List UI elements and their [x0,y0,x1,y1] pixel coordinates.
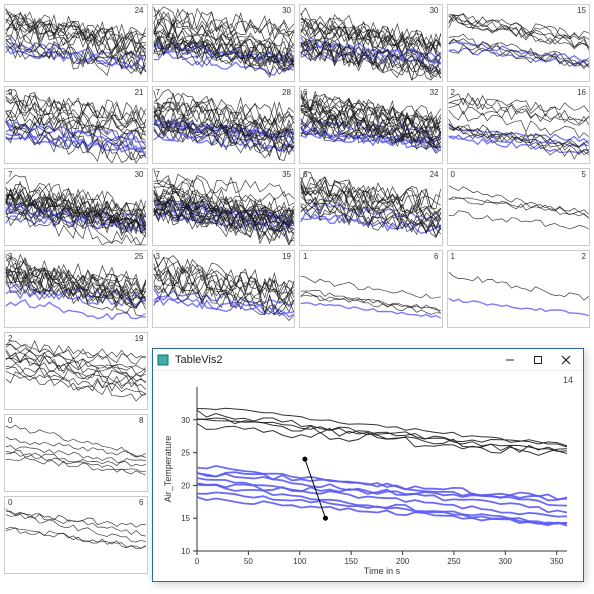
panel-right-label: 30 [430,6,439,15]
panel-right-label: 30 [282,6,291,15]
svg-text:15: 15 [181,514,190,523]
small-panel[interactable]: 12 [447,250,591,328]
panel-left-label: 0 [451,170,455,179]
detail-count-label: 14 [563,375,573,385]
panel-left-label: 6 [303,88,307,97]
panel-left-label: 2 [8,334,12,343]
panel-right-label: 35 [282,170,291,179]
panel-left-label: 7 [156,170,160,179]
svg-text:25: 25 [181,449,190,458]
panel-right-label: 25 [135,252,144,261]
small-panel[interactable]: 7 30 [4,168,148,246]
svg-text:100: 100 [293,557,307,566]
svg-text:30: 30 [181,416,190,425]
panel-left-label: 3 [8,252,12,261]
small-panel[interactable]: 3 19 [152,250,296,328]
svg-text:250: 250 [447,557,461,566]
svg-text:350: 350 [550,557,564,566]
small-panel[interactable]: 24 [4,4,148,82]
svg-text:Time in s: Time in s [364,566,401,576]
small-panel[interactable]: 3 25 [4,250,148,328]
detail-window: TableVis2 14 0 50 100 150 200 250 300 350 10 15 20… [152,348,584,582]
app-icon [157,354,169,366]
panel-right-label: 24 [135,6,144,15]
detail-chart: 14 0 50 100 150 200 250 300 350 10 15 20 25 30 Time i… [153,371,583,583]
small-panel[interactable]: 30 [299,4,443,82]
panel-right-label: 30 [135,170,144,179]
small-panel[interactable]: 06 [4,496,148,574]
svg-text:50: 50 [244,557,253,566]
panel-left-label: 7 [8,170,12,179]
maximize-button[interactable] [529,353,547,367]
small-panel[interactable]: 7 35 [152,168,296,246]
window-titlebar[interactable]: TableVis2 [153,349,583,371]
panel-left-label: 9 [8,88,12,97]
panel-right-label: 8 [139,416,143,425]
close-button[interactable] [557,353,575,367]
svg-text:10: 10 [181,547,190,556]
panel-left-label: 3 [156,252,160,261]
panel-right-label: 19 [135,334,144,343]
svg-text:200: 200 [396,557,410,566]
panel-left-label: 2 [451,88,455,97]
panel-left-label: 0 [8,498,12,507]
panel-right-label: 32 [430,88,439,97]
panel-left-label: 6 [303,170,307,179]
window-title: TableVis2 [175,354,501,366]
panel-left-label: 0 [8,416,12,425]
minimize-button[interactable] [501,353,519,367]
small-panel[interactable]: 08 [4,414,148,492]
small-panel[interactable]: 30 [152,4,296,82]
small-panel[interactable]: 05 [447,168,591,246]
svg-text:300: 300 [499,557,513,566]
svg-text:150: 150 [344,557,358,566]
panel-left-label: 1 [303,252,307,261]
panel-right-label: 15 [577,6,586,15]
panel-right-label: 21 [135,88,144,97]
small-panel[interactable]: 2 16 [447,86,591,164]
svg-text:Air_Temperature: Air_Temperature [163,436,173,503]
panel-right-label: 6 [139,498,143,507]
small-panel[interactable]: 6 32 [299,86,443,164]
panel-left-label: 1 [451,252,455,261]
panel-left-label: 7 [156,88,160,97]
panel-right-label: 2 [582,252,586,261]
small-panel[interactable]: 9 21 [4,86,148,164]
panel-right-label: 19 [282,252,291,261]
svg-text:0: 0 [195,557,200,566]
svg-text:20: 20 [181,481,190,490]
small-panel[interactable]: 16 [299,250,443,328]
small-panel[interactable]: 6 24 [299,168,443,246]
small-panel[interactable]: 2 19 [4,332,148,410]
panel-right-label: 6 [434,252,438,261]
small-panel[interactable]: 15 [447,4,591,82]
panel-right-label: 16 [577,88,586,97]
panel-right-label: 5 [582,170,586,179]
panel-right-label: 28 [282,88,291,97]
panel-right-label: 24 [430,170,439,179]
small-panel[interactable]: 7 28 [152,86,296,164]
